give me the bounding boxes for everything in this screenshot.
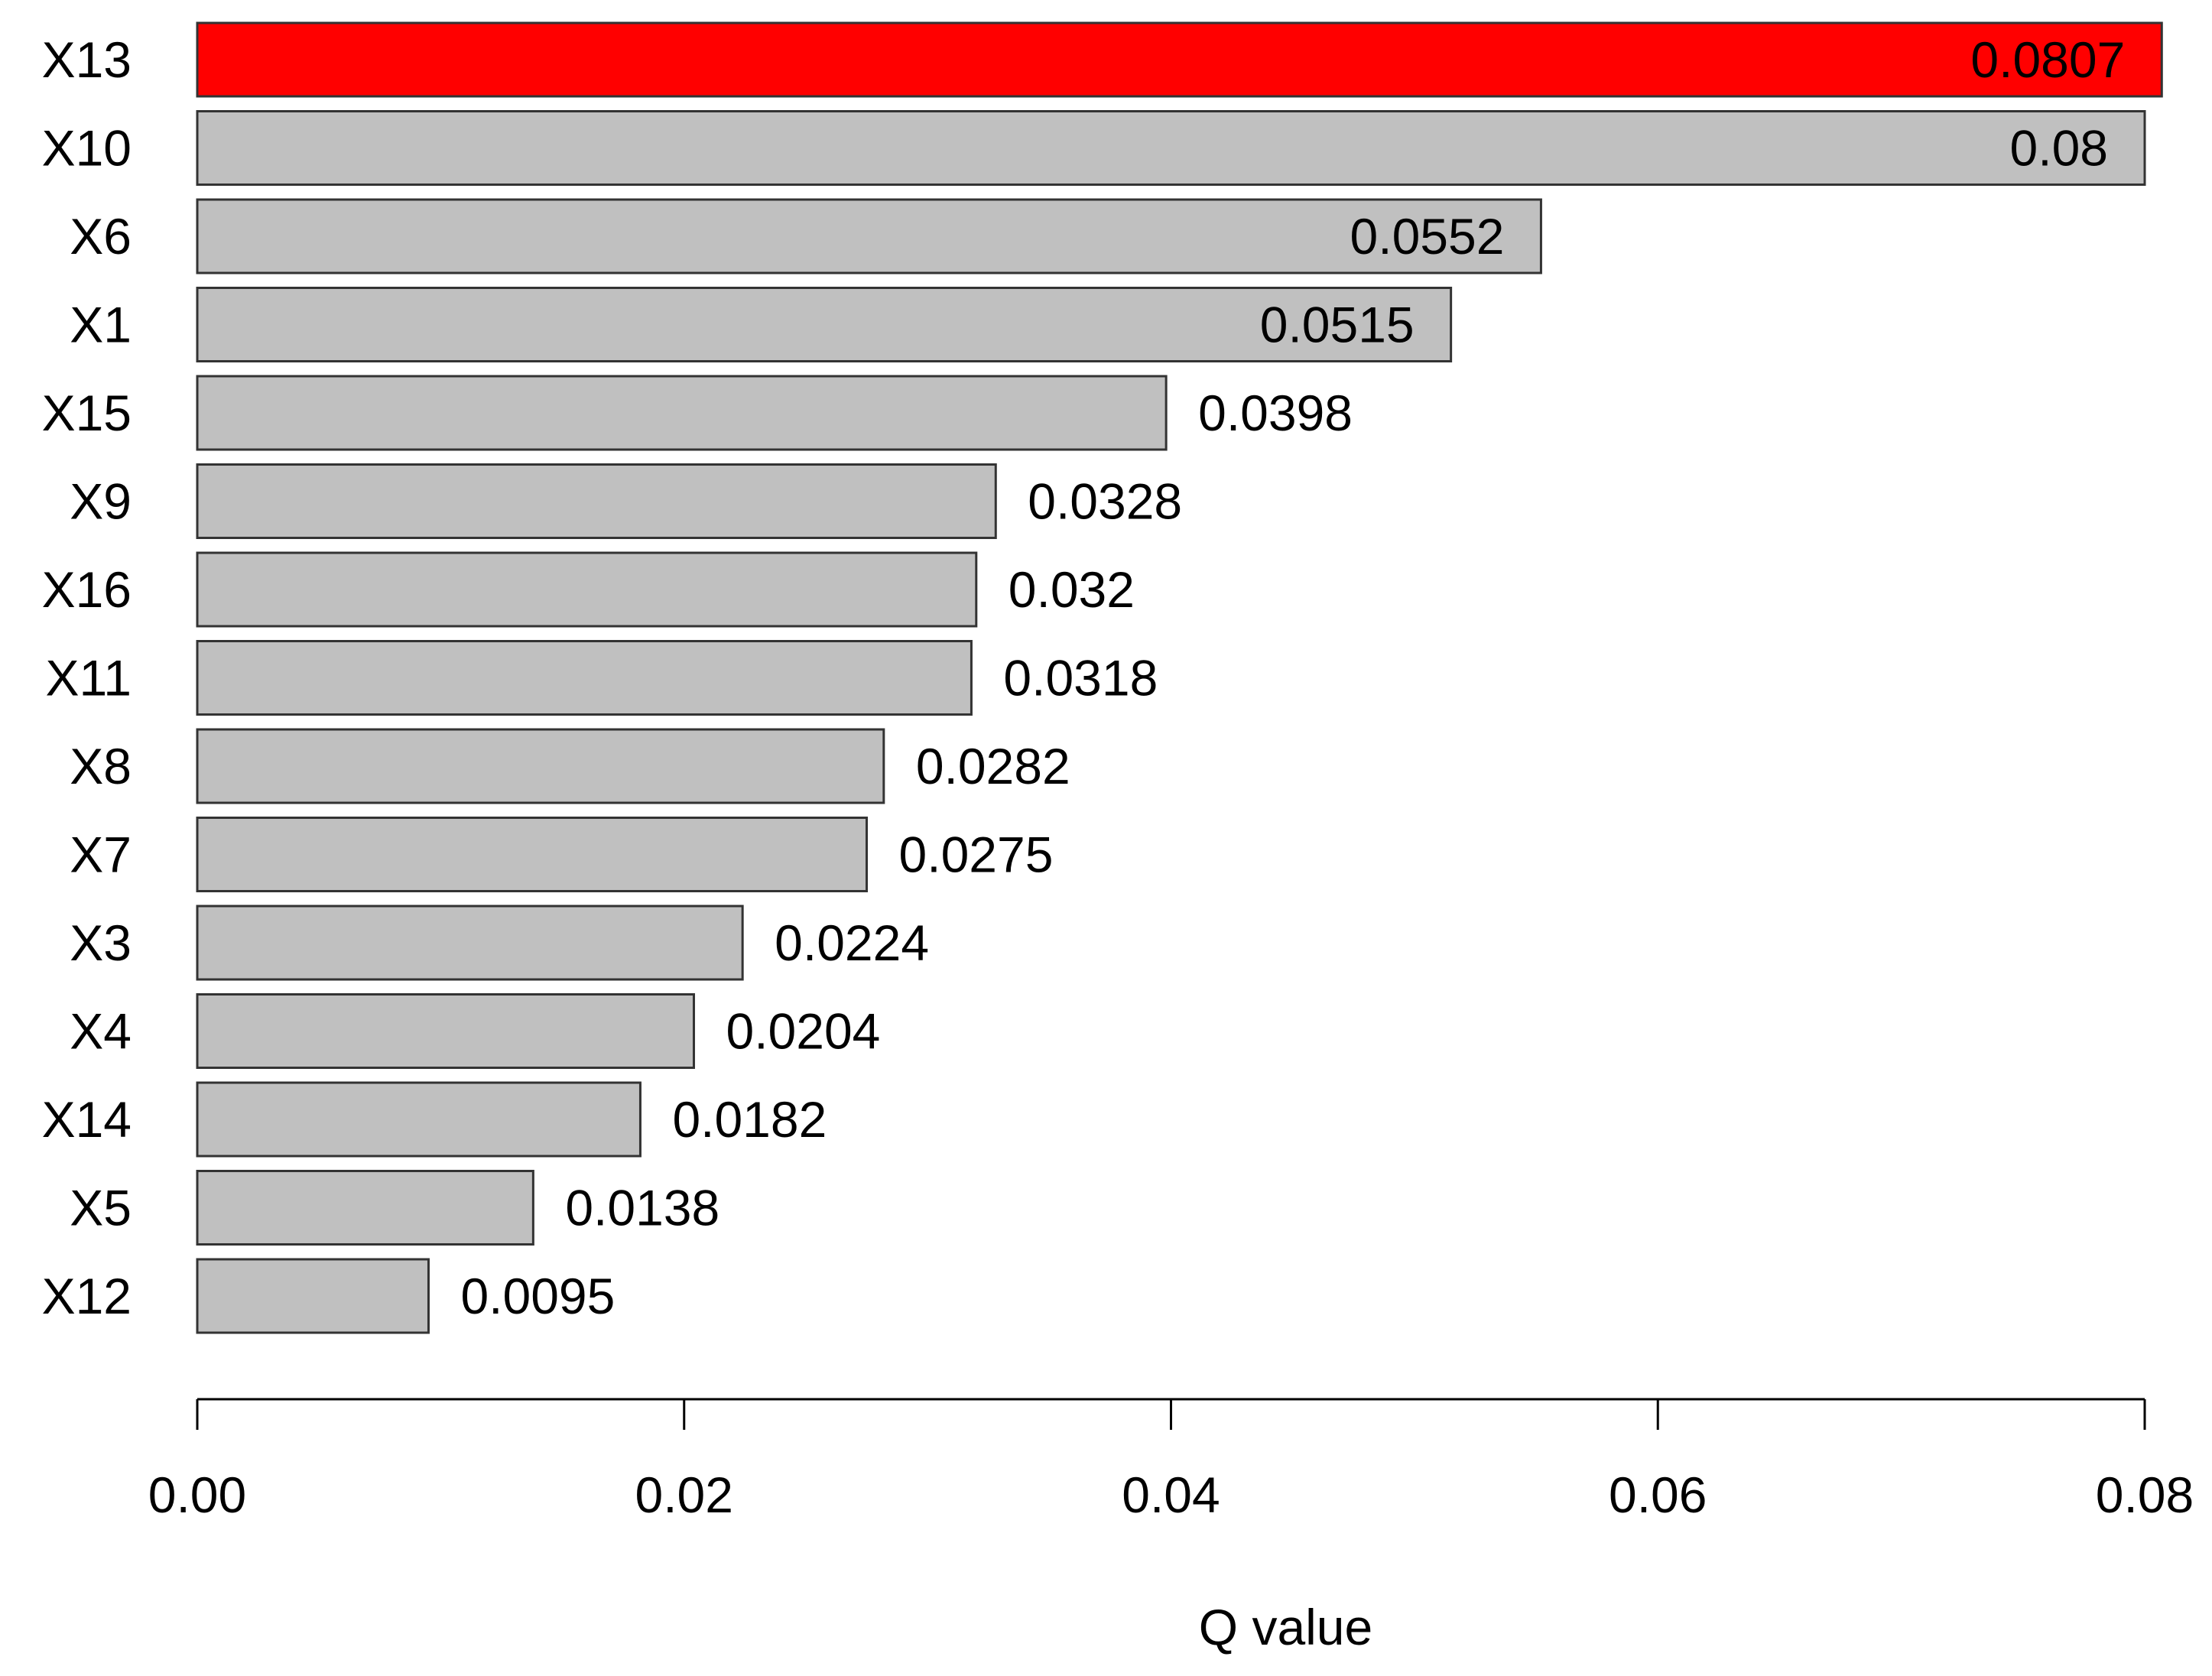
value-label-x16: 0.032 [1009,561,1135,618]
x-tick-label-0: 0.00 [148,1466,246,1523]
bar-x4 [196,993,695,1069]
bar-x3 [196,905,744,981]
value-label-x11: 0.0318 [1003,650,1158,706]
category-label-x16: X16 [42,561,132,618]
category-label-x1: X1 [70,297,132,353]
bar-x8 [196,728,885,804]
bar-x9 [196,463,997,539]
category-label-x8: X8 [70,738,132,794]
value-label-x6: 0.0552 [1350,208,1505,265]
value-label-x9: 0.0328 [1028,473,1182,530]
bar-x11 [196,640,973,716]
value-label-x10: 0.08 [2010,120,2108,177]
value-label-x1: 0.0515 [1260,297,1415,353]
category-label-x7: X7 [70,827,132,883]
x-tick-label-2: 0.04 [1122,1466,1220,1523]
x-tick-label-4: 0.08 [2096,1466,2194,1523]
category-label-x11: X11 [45,650,132,706]
category-labels-group: X13 X10 X6 X1 X15 X9 X16 X11 X8 X7 X3 X4 X14 X5 X12 [42,31,132,1324]
bar-x14 [196,1081,642,1158]
value-labels-group: 0.0807 0.08 0.0552 0.0515 0.0398 0.0328 0.032 0… [460,31,2125,1324]
bar-x1 [196,287,1453,362]
bar-x10 [196,110,2146,186]
bar-x6 [196,198,1542,274]
category-label-x6: X6 [70,208,132,265]
bar-x16 [196,551,978,628]
value-label-x4: 0.0204 [726,1003,880,1060]
category-label-x4: X4 [70,1003,132,1060]
value-label-x15: 0.0398 [1198,385,1353,441]
bars-group [196,21,2163,1334]
value-label-x7: 0.0275 [899,827,1054,883]
category-label-x12: X12 [42,1268,132,1324]
category-label-x10: X10 [42,120,132,177]
x-axis: 0.00 0.02 0.04 0.06 0.08 Q value [148,1398,2194,1655]
value-label-x14: 0.0182 [672,1091,827,1148]
category-label-x9: X9 [70,473,132,530]
value-label-x3: 0.0224 [775,914,929,971]
category-label-x3: X3 [70,914,132,971]
x-tick-label-1: 0.02 [635,1466,733,1523]
value-label-x12: 0.0095 [460,1268,615,1324]
category-label-x15: X15 [42,385,132,441]
bar-x15 [196,375,1168,451]
x-axis-title: Q value [1199,1599,1372,1655]
bar-x7 [196,817,869,892]
value-label-x5: 0.0138 [565,1180,719,1236]
bar-x5 [196,1170,534,1246]
x-tick-label-3: 0.06 [1609,1466,1707,1523]
category-label-x14: X14 [42,1091,132,1148]
bar-x12 [196,1258,430,1334]
value-label-x13: 0.0807 [1970,31,2125,88]
category-label-x5: X5 [70,1180,132,1236]
value-label-x8: 0.0282 [916,738,1070,794]
x-ticks-group: 0.00 0.02 0.04 0.06 0.08 [148,1399,2194,1523]
bar-x13 [196,21,2163,98]
category-label-x13: X13 [42,31,132,88]
